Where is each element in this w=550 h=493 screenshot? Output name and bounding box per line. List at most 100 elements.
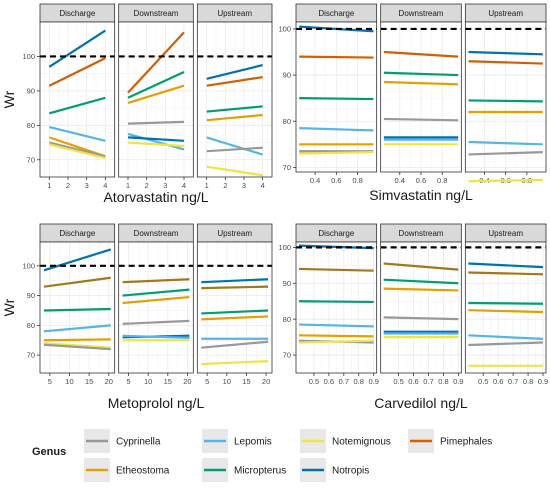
y-tick-label: 90: [27, 291, 35, 300]
series-line: [206, 165, 263, 177]
legend-label: Etheostoma: [116, 466, 170, 477]
series-line: [48, 57, 106, 87]
series-line: [299, 97, 374, 101]
x-tick-label: 0.6: [408, 377, 418, 386]
x-tick-label: 0.6: [324, 377, 334, 386]
x-tick-label: 15: [242, 377, 250, 386]
strip-label: Downstream: [134, 229, 179, 238]
panel-discharge: Discharge 1 2 3 4: [39, 3, 116, 190]
x-tick-label: 1: [47, 181, 51, 190]
panel-border: [380, 241, 462, 374]
series-line: [383, 316, 459, 321]
series-line: [122, 288, 190, 297]
y-axis-title: Wr: [1, 90, 17, 108]
legend-label: Notemignous: [332, 437, 391, 448]
panel-border: [39, 241, 116, 374]
series-line: [298, 323, 374, 328]
series-line: [468, 140, 543, 146]
series-line: [206, 136, 263, 156]
x-axis-title: Metoprolol ng/L: [108, 395, 205, 411]
panel-downstream: Downstream 5 10 15 20: [118, 223, 194, 386]
series-line: [206, 146, 263, 153]
panel-background: [197, 242, 272, 373]
legend-item-micropterus: Micropterus: [202, 458, 286, 482]
strip-label: Upstream: [488, 9, 523, 18]
series-line: [383, 278, 459, 285]
legend-label: Pimephales: [440, 437, 492, 448]
series-line: [383, 71, 459, 77]
y-tick-label: 90: [27, 86, 35, 95]
panel-upstream: Upstream 5 10 15 20: [196, 223, 273, 386]
series-line: [383, 287, 459, 292]
y-tick-label: 100: [22, 261, 35, 270]
x-tick-label: 15: [164, 377, 172, 386]
x-tick-label: 0.5: [478, 377, 488, 386]
x-tick-label: 20: [105, 377, 113, 386]
series-line: [201, 285, 269, 290]
series-line: [122, 319, 190, 325]
panel-border: [118, 21, 194, 178]
x-tick-label: 5: [126, 377, 130, 386]
strip-label: Downstream: [134, 9, 179, 18]
y-tick-label: 100: [278, 25, 291, 34]
legend-label: Lepomis: [234, 437, 272, 448]
series-line: [298, 339, 374, 344]
panel-border: [196, 21, 273, 178]
legend-item-cyprinella: Cyprinella: [84, 429, 161, 453]
series-line: [201, 315, 269, 321]
series-line: [298, 334, 374, 338]
series-line: [127, 84, 185, 104]
series-line: [43, 342, 111, 349]
strip-label: Discharge: [59, 9, 96, 18]
legend-label: Cyprinella: [116, 437, 161, 448]
series-line: [298, 300, 374, 304]
series-line: [468, 271, 544, 276]
x-tick-label: 0.7: [508, 377, 518, 386]
series-line: [468, 60, 543, 65]
series-line: [468, 262, 544, 269]
panel-border: [295, 241, 378, 374]
x-tick-label: 0.9: [538, 377, 548, 386]
x-tick-label: 0.9: [368, 377, 378, 386]
legend-item-notemignous: Notemignous: [300, 429, 391, 453]
series-line: [127, 120, 185, 125]
legend-item-notropis: Notropis: [300, 458, 369, 482]
x-tick-label: 2: [223, 181, 227, 190]
series-line: [127, 136, 185, 142]
legend-item-pimephales: Pimephales: [408, 429, 492, 453]
series-line: [468, 50, 543, 56]
panel-border: [295, 21, 378, 173]
series-line: [298, 267, 374, 272]
x-tick-label: 0.9: [453, 377, 463, 386]
y-tick-label: 90: [283, 71, 291, 80]
facet-group-simvastatin: 70 80 90 100 Discharge 0.4 0.6 0.8 Downstream 0.4…: [278, 3, 547, 203]
series-line: [468, 151, 543, 156]
x-tick-label: 0.7: [423, 377, 433, 386]
series-line: [383, 50, 459, 58]
strip-label: Downstream: [399, 229, 444, 238]
series-line: [468, 334, 544, 340]
panel-border: [39, 21, 116, 178]
legend: Genus Cyprinella Etheostoma Lepomis Micropt…: [32, 429, 492, 482]
legend-title: Genus: [32, 446, 66, 458]
x-tick-label: 0.8: [352, 176, 362, 185]
series-line: [201, 278, 269, 284]
x-tick-label: 20: [262, 377, 270, 386]
panel-discharge: Discharge 5 10 15 20: [39, 223, 116, 386]
series-line: [49, 125, 106, 142]
strip-label: Discharge: [59, 229, 96, 238]
y-tick-label: 90: [283, 279, 291, 288]
series-line: [127, 141, 185, 148]
panel-upstream: Upstream 0.5 0.6 0.7 0.8 0.9: [464, 223, 548, 386]
x-tick-label: 20: [183, 377, 191, 386]
x-tick-label: 0.6: [331, 176, 341, 185]
y-tick-label: 70: [283, 351, 291, 360]
y-tick-label: 70: [27, 351, 35, 360]
y-tick-label: 100: [22, 52, 35, 61]
panel-downstream: Downstream 0.4 0.6 0.8: [380, 3, 462, 185]
series-line: [206, 113, 263, 122]
x-tick-label: 0.8: [523, 377, 533, 386]
series-line: [49, 96, 106, 115]
